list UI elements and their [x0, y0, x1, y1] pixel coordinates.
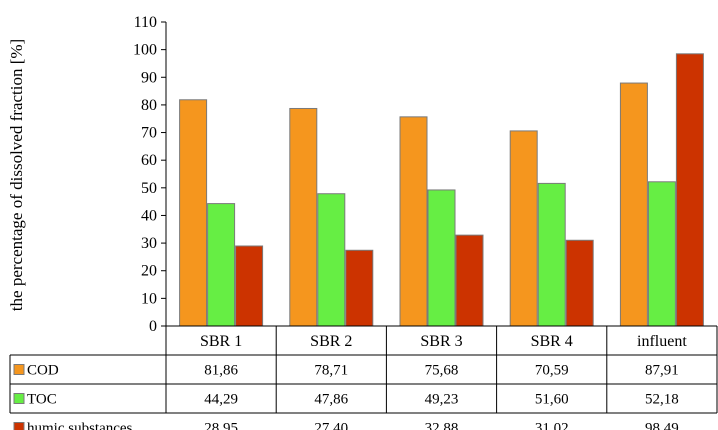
legend-key-cod [13, 364, 25, 375]
table-cell: 81,86 [204, 363, 238, 379]
table-cell: 51,60 [535, 392, 569, 408]
table-cell: 44,29 [204, 392, 238, 408]
y-tick-label: 100 [133, 42, 157, 59]
y-tick-label: 90 [141, 69, 157, 86]
bar-toc [537, 182, 566, 327]
table-cell: 70,59 [535, 363, 569, 379]
series-name: TOC [27, 392, 57, 408]
y-tick-label: 30 [141, 235, 157, 252]
table-cell: 31,02 [535, 421, 569, 430]
legend-key-humic-substances [13, 422, 25, 430]
table-cell: 47,86 [314, 392, 348, 408]
bar-humic-substances [675, 53, 704, 327]
axis-layer: 0 10 20 30 40 50 60 70 80 90 100 110 [133, 14, 167, 335]
bar-toc [427, 189, 456, 327]
category-label: SBR 3 [420, 333, 462, 350]
y-tick-label: 40 [141, 207, 157, 224]
y-tick-label: 80 [141, 97, 157, 114]
table-cell: 75,68 [425, 363, 459, 379]
y-tick-label: 0 [149, 318, 157, 335]
y-axis-title: the percentage of dissolved fraction [%] [7, 39, 26, 311]
table-cell: 87,91 [645, 363, 679, 379]
bar-toc [317, 193, 346, 327]
data-table: SBR 1 SBR 2 SBR 3 SBR 4 influent COD 81,86 78,7… [9, 325, 718, 430]
table-cell: 52,18 [645, 392, 679, 408]
table-cell: 98,49 [645, 421, 679, 430]
table-cell: 27,40 [314, 421, 348, 430]
bar-humic-substances [345, 249, 374, 327]
bar-cod [399, 116, 428, 327]
series-name: COD [27, 363, 59, 379]
category-label: SBR 1 [200, 333, 242, 350]
bar-toc [207, 203, 236, 327]
bar-cod [509, 130, 538, 327]
table-cell: 78,71 [314, 363, 348, 379]
bar-toc [647, 181, 676, 327]
table-cell: 28,95 [204, 421, 238, 430]
bar-humic-substances [235, 245, 264, 327]
category-label: SBR 4 [531, 333, 573, 350]
bar-cod [619, 82, 648, 327]
category-label: influent [637, 333, 687, 350]
bar-humic-substances [455, 234, 484, 327]
legend-key-toc [13, 393, 25, 404]
y-tick-label: 10 [141, 290, 157, 307]
y-tick-label: 60 [141, 152, 157, 169]
series-name: humic substances [27, 421, 133, 430]
y-tick-label: 20 [141, 263, 157, 280]
bar-cod [179, 99, 208, 327]
category-label: SBR 2 [310, 333, 352, 350]
table-cell: 49,23 [425, 392, 459, 408]
y-tick-label: 70 [141, 125, 157, 142]
table-cell: 32,88 [425, 421, 459, 430]
bar-humic-substances [565, 239, 594, 327]
y-tick-label: 50 [141, 180, 157, 197]
y-tick-label: 110 [134, 14, 157, 31]
bar-layer [179, 53, 704, 327]
bar-cod [289, 107, 318, 327]
